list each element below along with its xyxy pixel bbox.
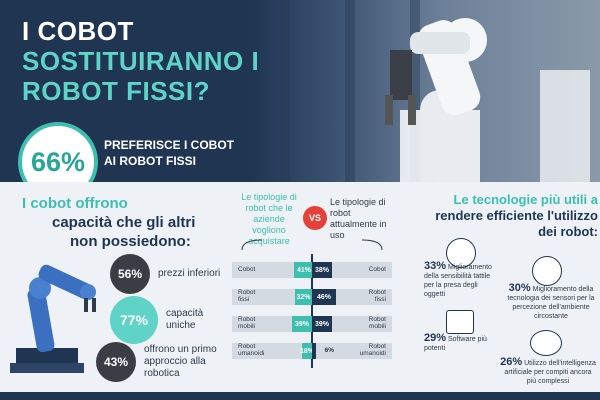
cobot-arm-icon (10, 264, 96, 373)
headline-line-3: ROBOT FISSI? (22, 76, 210, 106)
ai-brain-icon (530, 330, 562, 356)
background-pillar (345, 0, 355, 182)
header-banner: I COBOT SOSTITUIRANNO I ROBOT FISSI? 66%… (0, 0, 600, 182)
robot-type-row: Cobot 41% 38% Cobot (232, 262, 392, 278)
highlight-text-line-2: AI ROBOT FISSI (104, 154, 197, 168)
sensor-icon (532, 256, 562, 286)
robot-type-label: Robot umanoidi (359, 343, 386, 357)
stat-description: offrono un primo approccio alla robotica (144, 344, 217, 379)
robot-arm-photo (250, 0, 600, 182)
robot-type-label: Robot mobili (238, 316, 256, 330)
stat-percentage: 43% (96, 342, 136, 382)
tech-description: Software più potenti (424, 336, 487, 352)
tech-item: 26% Utilizzo dell'intelligenza artificia… (500, 356, 596, 386)
robot-type-row: Robot mobili 39% 39% Robot mobili (232, 316, 392, 332)
left-title-line-1: I cobot offrono (22, 195, 128, 212)
robot-type-row: Robot fissi 32% 46% Robot fissi (232, 289, 392, 305)
robot-type-label: Robot fissi (238, 289, 256, 303)
left-title-line-2: capacità che gli altri (52, 214, 196, 231)
highlight-percentage-circle: 66% (18, 122, 98, 182)
background-pillar (280, 0, 290, 182)
stat-row: 43% offrono un primo approccio alla robo… (96, 342, 232, 382)
use-bar: 46% (312, 289, 336, 305)
robot-type-label: Cobot (368, 266, 386, 273)
stat-percentage: 56% (110, 254, 150, 294)
robot-type-label: Robot umanoidi (238, 343, 265, 357)
want-to-buy-heading: Le tipologie di robot che le aziende vog… (241, 192, 297, 246)
vs-badge: VS (303, 206, 327, 230)
robot-type-label: Robot fissi (368, 289, 386, 303)
left-title-line-3: non possiedono: (70, 233, 191, 250)
tech-description: Utilizzo dell'intelligenza artificiale p… (504, 360, 596, 385)
robot-type-row: Robot umanoidi 18% 6% Robot umanoidi (232, 343, 392, 359)
use-bar: 38% (312, 262, 332, 278)
stat-percentage: 77% (110, 296, 158, 344)
tech-percentage: 33% (424, 260, 447, 272)
headline-line-2: SOSTITUIRANNO I (22, 46, 260, 76)
left-section-title: I cobot offrono capacità che gli altri n… (22, 194, 242, 251)
stat-description: prezzi inferiori (158, 268, 221, 279)
in-use-heading: Le tipologie di robot attualmente in uso (330, 197, 387, 240)
highlight-text-line-1: PREFERISCE I COBOT (104, 138, 235, 152)
use-bar (312, 343, 316, 359)
robot-type-label: Cobot (238, 266, 256, 273)
tech-item: 33% Miglioramento della sensibilità tatt… (424, 260, 496, 299)
headline-line-1: I COBOT (22, 16, 134, 46)
want-bar: 39% (292, 316, 312, 332)
comparison-arrows (241, 239, 383, 251)
tech-percentage: 29% (424, 332, 447, 344)
robot-arm-illustration (385, 18, 590, 182)
stat-row: 77% capacità uniche (110, 296, 226, 344)
tech-description: Miglioramento della tecnologia dei senso… (507, 286, 595, 320)
tech-item: 30% Miglioramento della tecnologia dei s… (506, 282, 596, 321)
center-divider (311, 254, 313, 368)
background-pillar (410, 0, 420, 182)
robot-gripper-icon (446, 238, 476, 268)
stat-row: 56% prezzi inferiori (110, 254, 220, 294)
use-bar: 39% (312, 316, 332, 332)
tech-percentage: 26% (500, 356, 523, 368)
right-title-line-1: Le tecnologie più utili a (453, 192, 598, 207)
want-bar: 41% (294, 262, 314, 278)
robot-type-label: Robot mobili (368, 316, 386, 330)
highlight-percentage: 66% (30, 146, 86, 177)
software-monitor-icon (446, 310, 474, 334)
right-title-line-2: rendere efficiente l'utilizzo (435, 208, 598, 223)
tech-percentage: 30% (508, 282, 531, 294)
use-value-label: 6% (324, 347, 334, 354)
tech-description: Miglioramento della sensibilità tattile … (424, 264, 492, 298)
want-bar: 18% (300, 343, 314, 359)
right-title-line-3: dei robot: (538, 224, 598, 239)
right-section-title: Le tecnologie più utili a rendere effici… (412, 192, 598, 240)
want-bar: 32% (295, 289, 312, 305)
stat-description: capacità uniche (166, 308, 204, 331)
tech-item: 29% Software più potenti (424, 332, 500, 353)
footer-strip (0, 392, 600, 400)
